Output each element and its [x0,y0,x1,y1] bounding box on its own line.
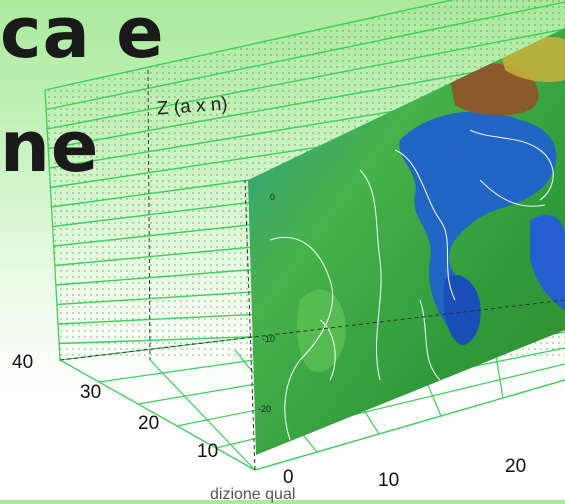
y-tick-20: 20 [138,413,159,435]
y-tick-30: 30 [80,382,101,404]
title-line-2: ne [0,106,99,188]
footer-text: dizione qual [210,486,295,504]
surface-tick-0: 0 [270,192,275,202]
y-tick-10: 10 [197,441,218,463]
surface-tick-minus10: -10 [262,334,275,344]
y-tick-40: 40 [12,352,33,374]
x-tick-10: 10 [378,470,399,492]
title-line-1: ca e [0,0,165,74]
x-tick-20: 20 [505,456,526,478]
surface-tick-minus20: -20 [258,404,271,414]
